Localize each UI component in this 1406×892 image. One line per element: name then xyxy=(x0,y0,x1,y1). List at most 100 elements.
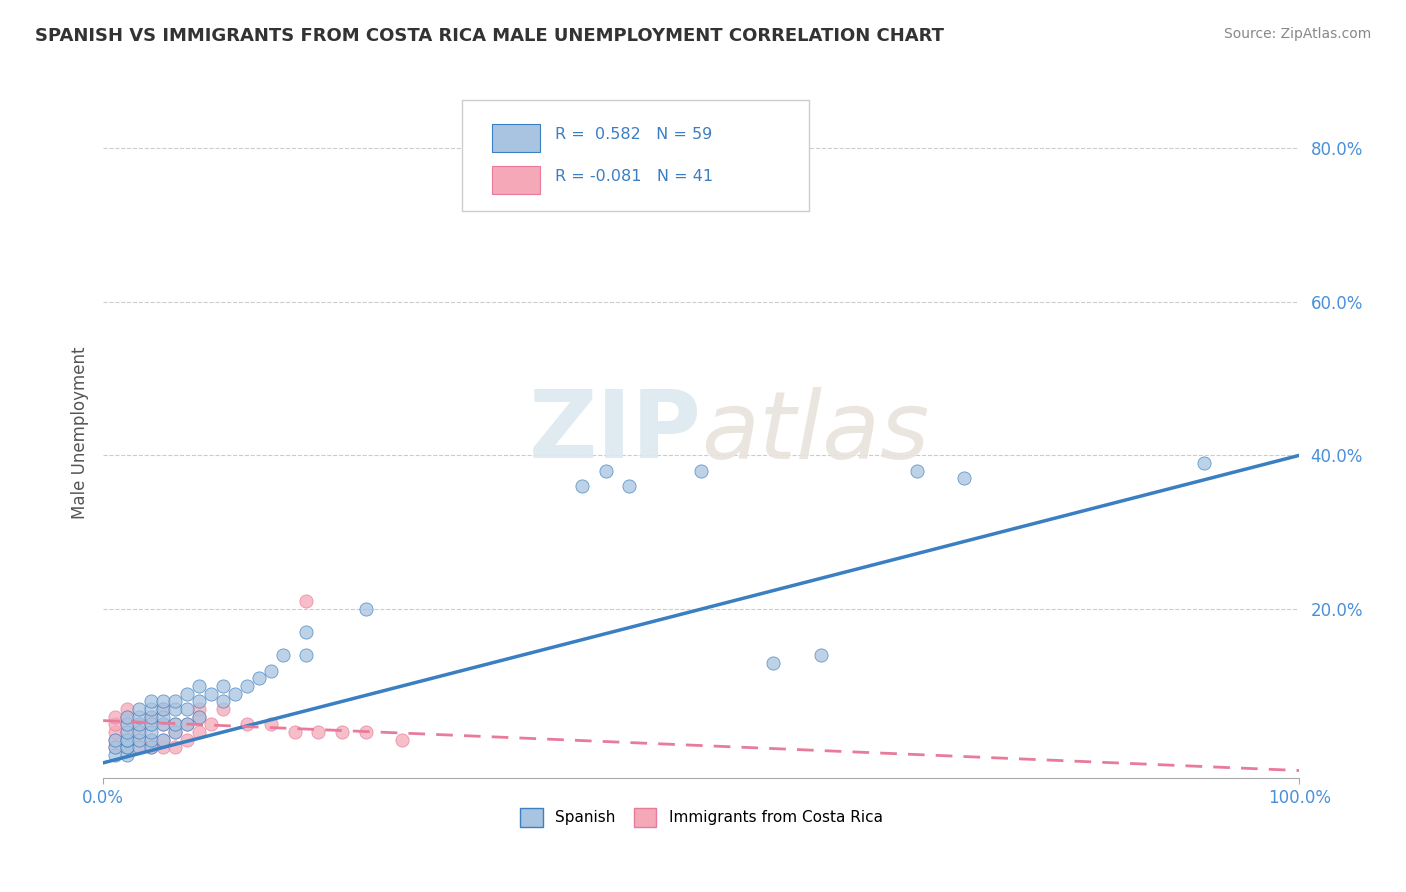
Point xyxy=(595,464,617,478)
Point xyxy=(810,648,832,663)
Text: atlas: atlas xyxy=(702,387,929,478)
Bar xyxy=(492,124,540,152)
Point xyxy=(176,702,198,716)
Point xyxy=(104,740,127,755)
Point xyxy=(356,602,378,616)
Point xyxy=(128,710,150,724)
Text: R = -0.081   N = 41: R = -0.081 N = 41 xyxy=(555,169,713,185)
Point xyxy=(330,725,353,739)
Point xyxy=(104,710,127,724)
Point xyxy=(104,717,127,731)
Point xyxy=(152,694,174,708)
Point xyxy=(224,687,246,701)
Point xyxy=(163,725,186,739)
Point xyxy=(235,717,257,731)
Point xyxy=(271,648,294,663)
Point xyxy=(163,717,186,731)
Point xyxy=(115,732,138,747)
Point xyxy=(163,740,186,755)
Text: ZIP: ZIP xyxy=(529,386,702,478)
Point xyxy=(139,717,162,731)
Point xyxy=(128,732,150,747)
Point xyxy=(128,717,150,731)
Point xyxy=(187,679,209,693)
Point xyxy=(115,725,138,739)
Point xyxy=(115,702,138,716)
Point xyxy=(128,702,150,716)
Point xyxy=(259,664,281,678)
Point xyxy=(187,710,209,724)
Point xyxy=(115,732,138,747)
Point xyxy=(307,725,329,739)
Point xyxy=(187,710,209,724)
Point xyxy=(152,702,174,716)
Point xyxy=(163,725,186,739)
Point xyxy=(295,648,318,663)
Point xyxy=(619,479,641,493)
Point xyxy=(152,732,174,747)
Point xyxy=(953,471,976,485)
Point xyxy=(104,732,127,747)
Point xyxy=(115,710,138,724)
Point xyxy=(163,702,186,716)
Point xyxy=(115,732,138,747)
Point xyxy=(391,732,413,747)
Text: R =  0.582   N = 59: R = 0.582 N = 59 xyxy=(555,127,713,142)
Point xyxy=(128,740,150,755)
Point xyxy=(139,732,162,747)
Point xyxy=(115,717,138,731)
Text: SPANISH VS IMMIGRANTS FROM COSTA RICA MALE UNEMPLOYMENT CORRELATION CHART: SPANISH VS IMMIGRANTS FROM COSTA RICA MA… xyxy=(35,27,945,45)
FancyBboxPatch shape xyxy=(463,100,808,211)
Point xyxy=(115,710,138,724)
Point xyxy=(139,717,162,731)
Point xyxy=(211,702,233,716)
Point xyxy=(211,694,233,708)
Point xyxy=(905,464,928,478)
Point xyxy=(187,694,209,708)
Point xyxy=(200,717,222,731)
Point xyxy=(104,748,127,763)
Point xyxy=(139,740,162,755)
Point xyxy=(139,740,162,755)
Point xyxy=(139,702,162,716)
Point xyxy=(104,740,127,755)
Point xyxy=(115,748,138,763)
Point xyxy=(187,725,209,739)
Y-axis label: Male Unemployment: Male Unemployment xyxy=(72,346,89,518)
Point xyxy=(1192,456,1215,470)
Legend: Spanish, Immigrants from Costa Rica: Spanish, Immigrants from Costa Rica xyxy=(513,802,889,833)
Point xyxy=(104,725,127,739)
Point xyxy=(128,717,150,731)
Point xyxy=(200,687,222,701)
Point xyxy=(139,732,162,747)
Point xyxy=(115,725,138,739)
Point xyxy=(259,717,281,731)
Point xyxy=(163,694,186,708)
Point xyxy=(152,710,174,724)
Point xyxy=(235,679,257,693)
Point xyxy=(139,710,162,724)
Point xyxy=(128,725,150,739)
Point xyxy=(104,732,127,747)
Point xyxy=(115,717,138,731)
Point xyxy=(152,717,174,731)
Point xyxy=(128,725,150,739)
Point xyxy=(115,740,138,755)
Point xyxy=(139,725,162,739)
Point xyxy=(128,740,150,755)
Point xyxy=(571,479,593,493)
Bar xyxy=(492,167,540,194)
Point xyxy=(115,740,138,755)
Point xyxy=(163,717,186,731)
Point xyxy=(283,725,305,739)
Point xyxy=(211,679,233,693)
Point xyxy=(152,702,174,716)
Point xyxy=(762,656,785,670)
Point xyxy=(115,740,138,755)
Point xyxy=(176,687,198,701)
Point xyxy=(152,717,174,731)
Text: Source: ZipAtlas.com: Source: ZipAtlas.com xyxy=(1223,27,1371,41)
Point xyxy=(247,671,270,685)
Point xyxy=(187,702,209,716)
Point xyxy=(139,694,162,708)
